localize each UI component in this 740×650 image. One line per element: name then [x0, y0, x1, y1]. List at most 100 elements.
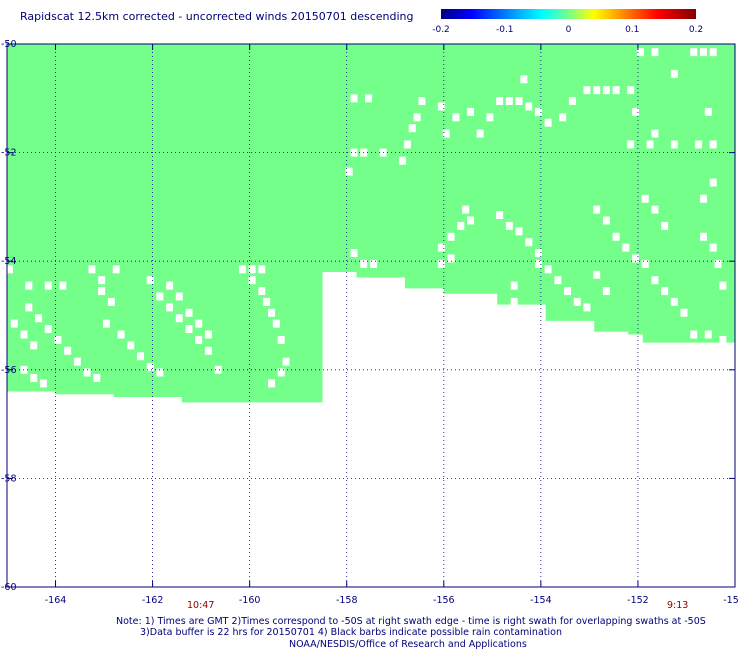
color-scale-bar: -0.2 -0.1 0 0.1 0.2	[432, 9, 703, 35]
missing-data-cell	[534, 107, 542, 116]
color-scale-tick-label: -0.2	[432, 25, 450, 35]
missing-data-cell	[661, 221, 669, 230]
missing-data-cell	[593, 205, 601, 214]
missing-data-cell	[175, 292, 183, 301]
missing-data-cell	[719, 281, 727, 290]
missing-data-cell	[447, 254, 455, 263]
missing-data-cell	[195, 319, 203, 328]
missing-data-cell	[670, 69, 678, 78]
footnote-line-1: Note: 1) Times are GMT 2)Times correspon…	[116, 616, 706, 627]
missing-data-cell	[399, 156, 407, 165]
missing-data-cell	[632, 107, 640, 116]
missing-data-cell	[350, 249, 358, 258]
missing-data-cell	[612, 232, 620, 241]
missing-data-cell	[35, 314, 43, 323]
missing-data-cell	[102, 319, 110, 328]
missing-data-cell	[632, 254, 640, 263]
missing-data-cell	[248, 265, 256, 274]
missing-data-cell	[117, 330, 125, 339]
x-tick-label: -154	[530, 595, 552, 606]
missing-data-cell	[690, 48, 698, 57]
missing-data-cell	[646, 140, 654, 149]
missing-data-cell	[93, 373, 101, 382]
missing-data-cell	[486, 113, 494, 122]
missing-data-cell	[437, 259, 445, 268]
missing-data-cell	[185, 325, 193, 334]
missing-data-cell	[583, 303, 591, 312]
missing-data-cell	[175, 314, 183, 323]
missing-data-cell	[185, 308, 193, 317]
missing-data-cell	[195, 335, 203, 344]
missing-data-cell	[64, 346, 72, 355]
missing-data-cell	[670, 140, 678, 149]
missing-data-cell	[442, 129, 450, 138]
missing-data-cell	[505, 97, 513, 106]
missing-data-cell	[369, 259, 377, 268]
missing-data-cell	[544, 118, 552, 127]
time-label-left: 10:47	[187, 600, 215, 611]
missing-data-cell	[709, 243, 717, 252]
missing-data-cell	[714, 259, 722, 268]
missing-data-cell	[612, 86, 620, 95]
missing-data-cell	[462, 205, 470, 214]
missing-data-cell	[544, 265, 552, 274]
missing-data-cell	[258, 287, 266, 296]
plot-frame	[6, 43, 736, 588]
missing-data-cell	[268, 379, 276, 388]
missing-data-cell	[651, 205, 659, 214]
missing-data-cell	[136, 352, 144, 361]
missing-data-cell	[30, 373, 38, 382]
color-scale-tick-label: 0.2	[689, 25, 703, 35]
missing-data-cell	[719, 335, 727, 344]
missing-data-cell	[107, 297, 115, 306]
missing-data-cell	[127, 341, 135, 350]
missing-data-cell	[146, 363, 154, 372]
footnote-line-2: 3)Data buffer is 22 hrs for 20150701 4) …	[140, 627, 562, 638]
chart-title: Rapidscat 12.5km corrected - uncorrected…	[20, 10, 414, 23]
missing-data-cell	[238, 265, 246, 274]
missing-data-cell	[699, 194, 707, 203]
missing-data-cell	[272, 319, 280, 328]
missing-data-cell	[403, 140, 411, 149]
missing-data-cell	[20, 330, 28, 339]
time-label-right: 9:13	[667, 600, 689, 611]
color-scale-gradient	[441, 9, 696, 19]
missing-data-cell	[525, 102, 533, 111]
x-tick-label: -158	[336, 595, 358, 606]
missing-data-cell	[156, 368, 164, 377]
missing-data-cell	[258, 265, 266, 274]
missing-data-cell	[476, 129, 484, 138]
missing-data-cell	[156, 292, 164, 301]
missing-data-cell	[83, 368, 91, 377]
missing-data-cell	[690, 330, 698, 339]
x-tick-label: -164	[45, 595, 67, 606]
missing-data-cell	[268, 308, 276, 317]
x-tick-label: -160	[239, 595, 261, 606]
missing-data-cell	[515, 97, 523, 106]
missing-data-cell	[5, 265, 13, 274]
missing-data-cell	[204, 330, 212, 339]
missing-data-cell	[437, 102, 445, 111]
missing-data-cell	[564, 287, 572, 296]
y-tick-label: -50	[1, 39, 17, 50]
missing-data-cell	[593, 86, 601, 95]
missing-data-cell	[282, 357, 290, 366]
missing-data-cell	[709, 140, 717, 149]
missing-data-cell	[277, 335, 285, 344]
missing-data-cell	[496, 97, 504, 106]
missing-data-cell	[641, 259, 649, 268]
missing-data-cell	[413, 113, 421, 122]
missing-data-cell	[10, 319, 18, 328]
missing-data-cell	[408, 124, 416, 133]
missing-data-cell	[651, 129, 659, 138]
x-tick-label: -15	[723, 595, 739, 606]
missing-data-cell	[525, 238, 533, 247]
missing-data-cell	[360, 259, 368, 268]
missing-data-cell	[44, 325, 52, 334]
missing-data-cell	[214, 365, 222, 374]
x-tick-label: -162	[142, 595, 164, 606]
missing-data-cell	[704, 330, 712, 339]
missing-data-cell	[534, 249, 542, 258]
x-tick-label: -156	[433, 595, 455, 606]
